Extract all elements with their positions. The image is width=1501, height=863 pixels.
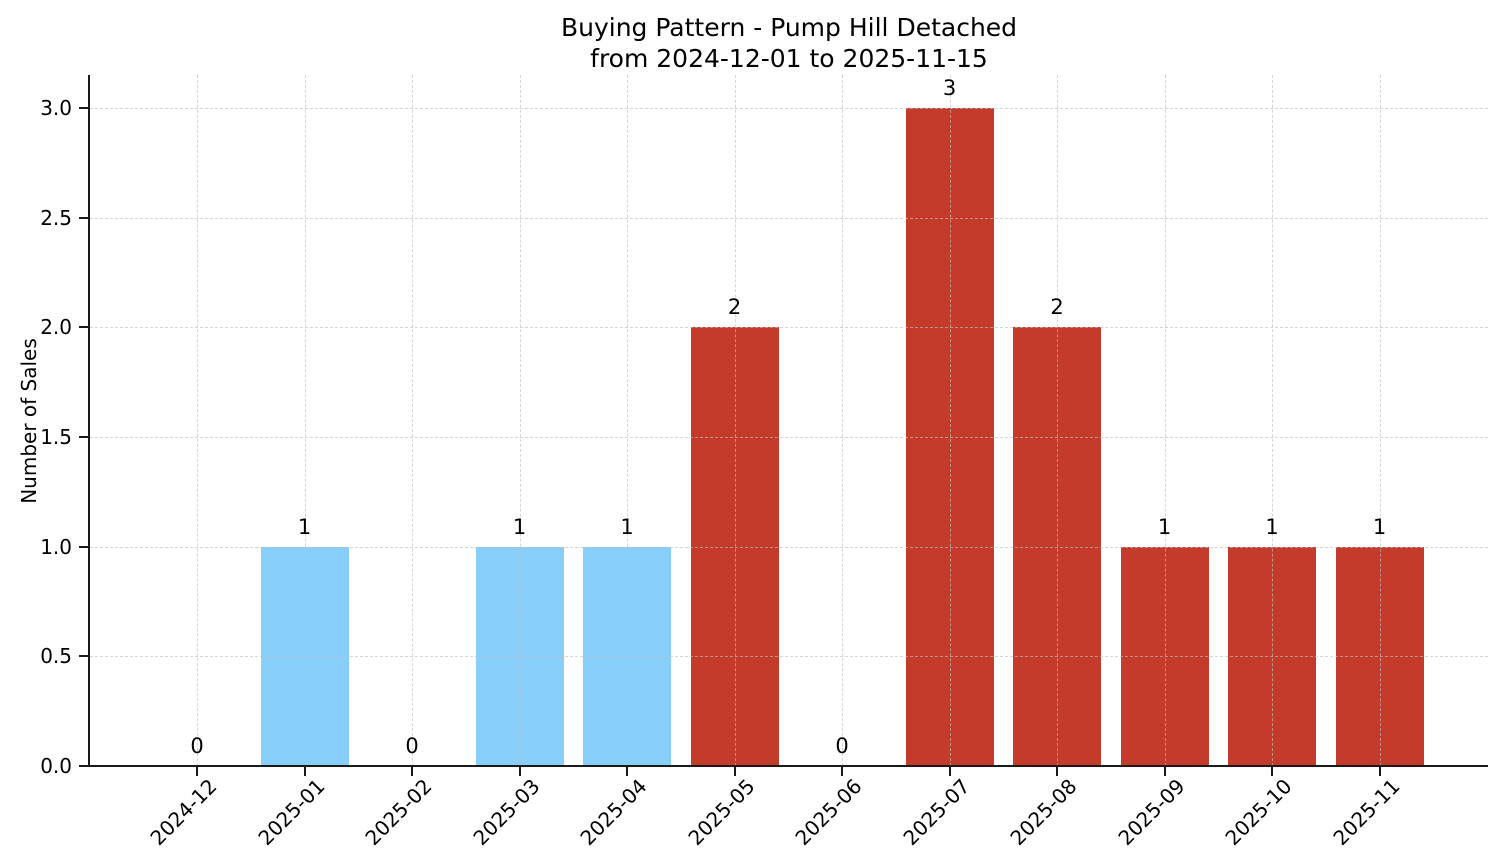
y-tick-mark <box>79 326 88 329</box>
x-tick-mark <box>841 767 843 776</box>
bar-value-label: 2 <box>1050 295 1064 320</box>
x-tick-mark <box>1163 767 1166 776</box>
vertical-gridline <box>304 75 306 766</box>
horizontal-gridline <box>90 546 1488 548</box>
horizontal-gridline <box>90 108 1488 109</box>
bar-value-label: 0 <box>190 734 204 758</box>
bar-value-label: 3 <box>942 76 957 101</box>
plot-area: 0.0 0.5 1.0 1.5 2.0 2.5 3.0 2024-12 0 2025-01 1 202… <box>40 75 1488 850</box>
vertical-gridline <box>949 75 951 766</box>
y-tick-label: 2.0 <box>40 315 72 340</box>
vertical-gridline <box>1057 75 1058 766</box>
bar-value-label: 1 <box>1265 514 1279 539</box>
vertical-gridline <box>1272 75 1273 766</box>
bar-value-label: 2 <box>727 295 742 320</box>
horizontal-gridline <box>90 437 1488 438</box>
x-tick-label-text: 2025-08 <box>1005 774 1082 851</box>
x-tick-mark <box>733 767 736 776</box>
y-axis-title: Number of Sales <box>17 338 41 504</box>
bar-value-label: 1 <box>620 514 634 539</box>
y-tick-mark <box>79 765 88 767</box>
bar-value-label: 1 <box>297 514 312 539</box>
y-tick-label: 3.0 <box>40 96 72 120</box>
x-tick-label-text: 2025-02 <box>360 774 437 851</box>
vertical-gridline <box>842 75 843 766</box>
x-tick-label-text: 2025-11 <box>1328 774 1405 851</box>
x-tick-mark <box>1271 767 1273 776</box>
bar-value-label: 0 <box>835 734 849 758</box>
x-tick-label-text: 2025-04 <box>575 774 652 851</box>
bar-value-label: 1 <box>1157 514 1172 539</box>
chart-subtitle: from 2024-12-01 to 2025-11-15 <box>590 44 988 73</box>
bar-value-label: 0 <box>405 734 419 758</box>
vertical-gridline <box>412 75 413 766</box>
y-tick-mark <box>79 545 88 548</box>
vertical-gridline <box>1379 75 1381 766</box>
horizontal-gridline <box>90 217 1488 219</box>
bar-value-label: 1 <box>512 514 527 539</box>
x-axis-spine <box>88 765 1488 767</box>
y-tick-label: 0.0 <box>40 754 72 778</box>
y-tick-label: 1.0 <box>40 534 72 559</box>
y-tick-mark <box>79 436 88 438</box>
x-tick-label-text: 2025-07 <box>898 774 975 851</box>
y-tick-label: 1.5 <box>40 425 72 449</box>
x-tick-mark <box>626 767 628 776</box>
horizontal-gridline <box>90 656 1488 658</box>
vertical-gridline <box>519 75 521 766</box>
x-tick-mark <box>1378 767 1381 776</box>
horizontal-gridline <box>90 327 1488 329</box>
x-tick-label-text: 2025-01 <box>253 774 330 851</box>
y-tick-label: 0.5 <box>40 644 72 669</box>
x-tick-mark <box>1056 767 1058 776</box>
x-tick-label-text: 2025-10 <box>1220 774 1297 851</box>
vertical-gridline <box>627 75 628 766</box>
x-tick-label-text: 2025-09 <box>1113 774 1190 851</box>
x-tick-mark <box>303 767 306 776</box>
chart-title-block: Buying Pattern - Pump Hill Detached from… <box>90 12 1488 74</box>
vertical-gridline <box>734 75 736 766</box>
x-tick-mark <box>411 767 413 776</box>
x-tick-label-text: 2025-06 <box>790 774 867 851</box>
bar-value-label: 1 <box>1372 514 1387 539</box>
y-tick-label: 2.5 <box>40 205 72 230</box>
y-tick-mark <box>79 107 88 109</box>
y-tick-mark <box>79 655 88 658</box>
y-tick-mark <box>79 216 88 219</box>
x-tick-label-text: 2024-12 <box>145 774 222 851</box>
x-tick-label-text: 2025-03 <box>468 774 545 851</box>
x-tick-mark <box>948 767 951 776</box>
vertical-gridline <box>1164 75 1166 766</box>
x-tick-label-text: 2025-05 <box>683 774 760 851</box>
vertical-gridline <box>197 75 198 766</box>
x-tick-mark <box>196 767 198 776</box>
y-axis-spine <box>88 75 90 767</box>
x-tick-mark <box>518 767 521 776</box>
chart-title: Buying Pattern - Pump Hill Detached <box>560 13 1018 42</box>
